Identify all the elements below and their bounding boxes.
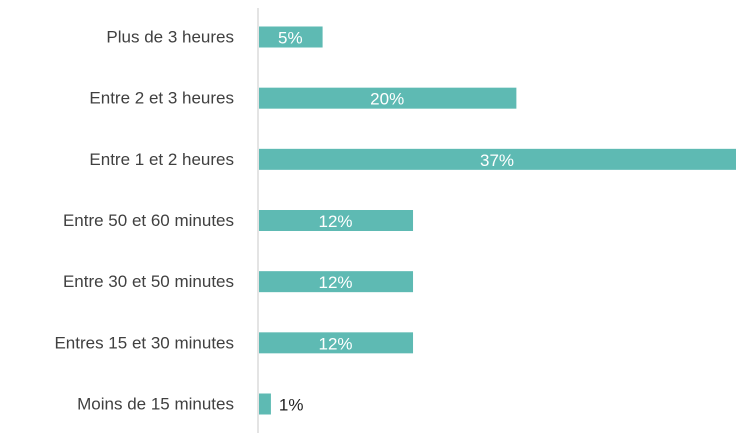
category-label-entre-30-et-50-minutes: Entre 30 et 50 minutes: [63, 272, 234, 291]
bar-entre-50-et-60-minutes: [259, 210, 414, 231]
category-label-moins-de-15-minutes: Moins de 15 minutes: [77, 395, 234, 414]
bar-moins-de-15-minutes: [259, 393, 271, 415]
category-label-entre-1-et-2-heures: Entre 1 et 2 heures: [89, 150, 234, 169]
value-label-entre-50-et-60-minutes: 12%: [318, 212, 352, 231]
value-label-moins-de-15-minutes: 1%: [279, 396, 304, 415]
value-label-entre-2-et-3-heures: 20%: [370, 90, 404, 109]
value-label-entres-15-et-30-minutes: 12%: [318, 334, 352, 353]
bar-entre-1-et-2-heures: [259, 148, 736, 170]
bars: [259, 26, 736, 415]
value-labels: 5% 20% 37% 12% 12% 12% 1%: [278, 29, 514, 415]
category-label-plus-de-3-heures: Plus de 3 heures: [106, 28, 234, 47]
value-label-entre-30-et-50-minutes: 12%: [318, 273, 352, 292]
bar-plus-de-3-heures: [259, 26, 323, 48]
bar-entre-30-et-50-minutes: [259, 271, 414, 293]
category-label-entres-15-et-30-minutes: Entres 15 et 30 minutes: [54, 333, 234, 352]
bar-entre-2-et-3-heures: [259, 87, 517, 109]
category-label-entre-50-et-60-minutes: Entre 50 et 60 minutes: [63, 211, 234, 230]
value-label-plus-de-3-heures: 5%: [278, 29, 303, 48]
category-labels: Plus de 3 heures Entre 2 et 3 heures Entre…: [54, 28, 234, 414]
value-label-entre-1-et-2-heures: 37%: [480, 151, 514, 170]
category-label-entre-2-et-3-heures: Entre 2 et 3 heures: [89, 89, 234, 108]
bar-entres-15-et-30-minutes: [259, 332, 414, 354]
